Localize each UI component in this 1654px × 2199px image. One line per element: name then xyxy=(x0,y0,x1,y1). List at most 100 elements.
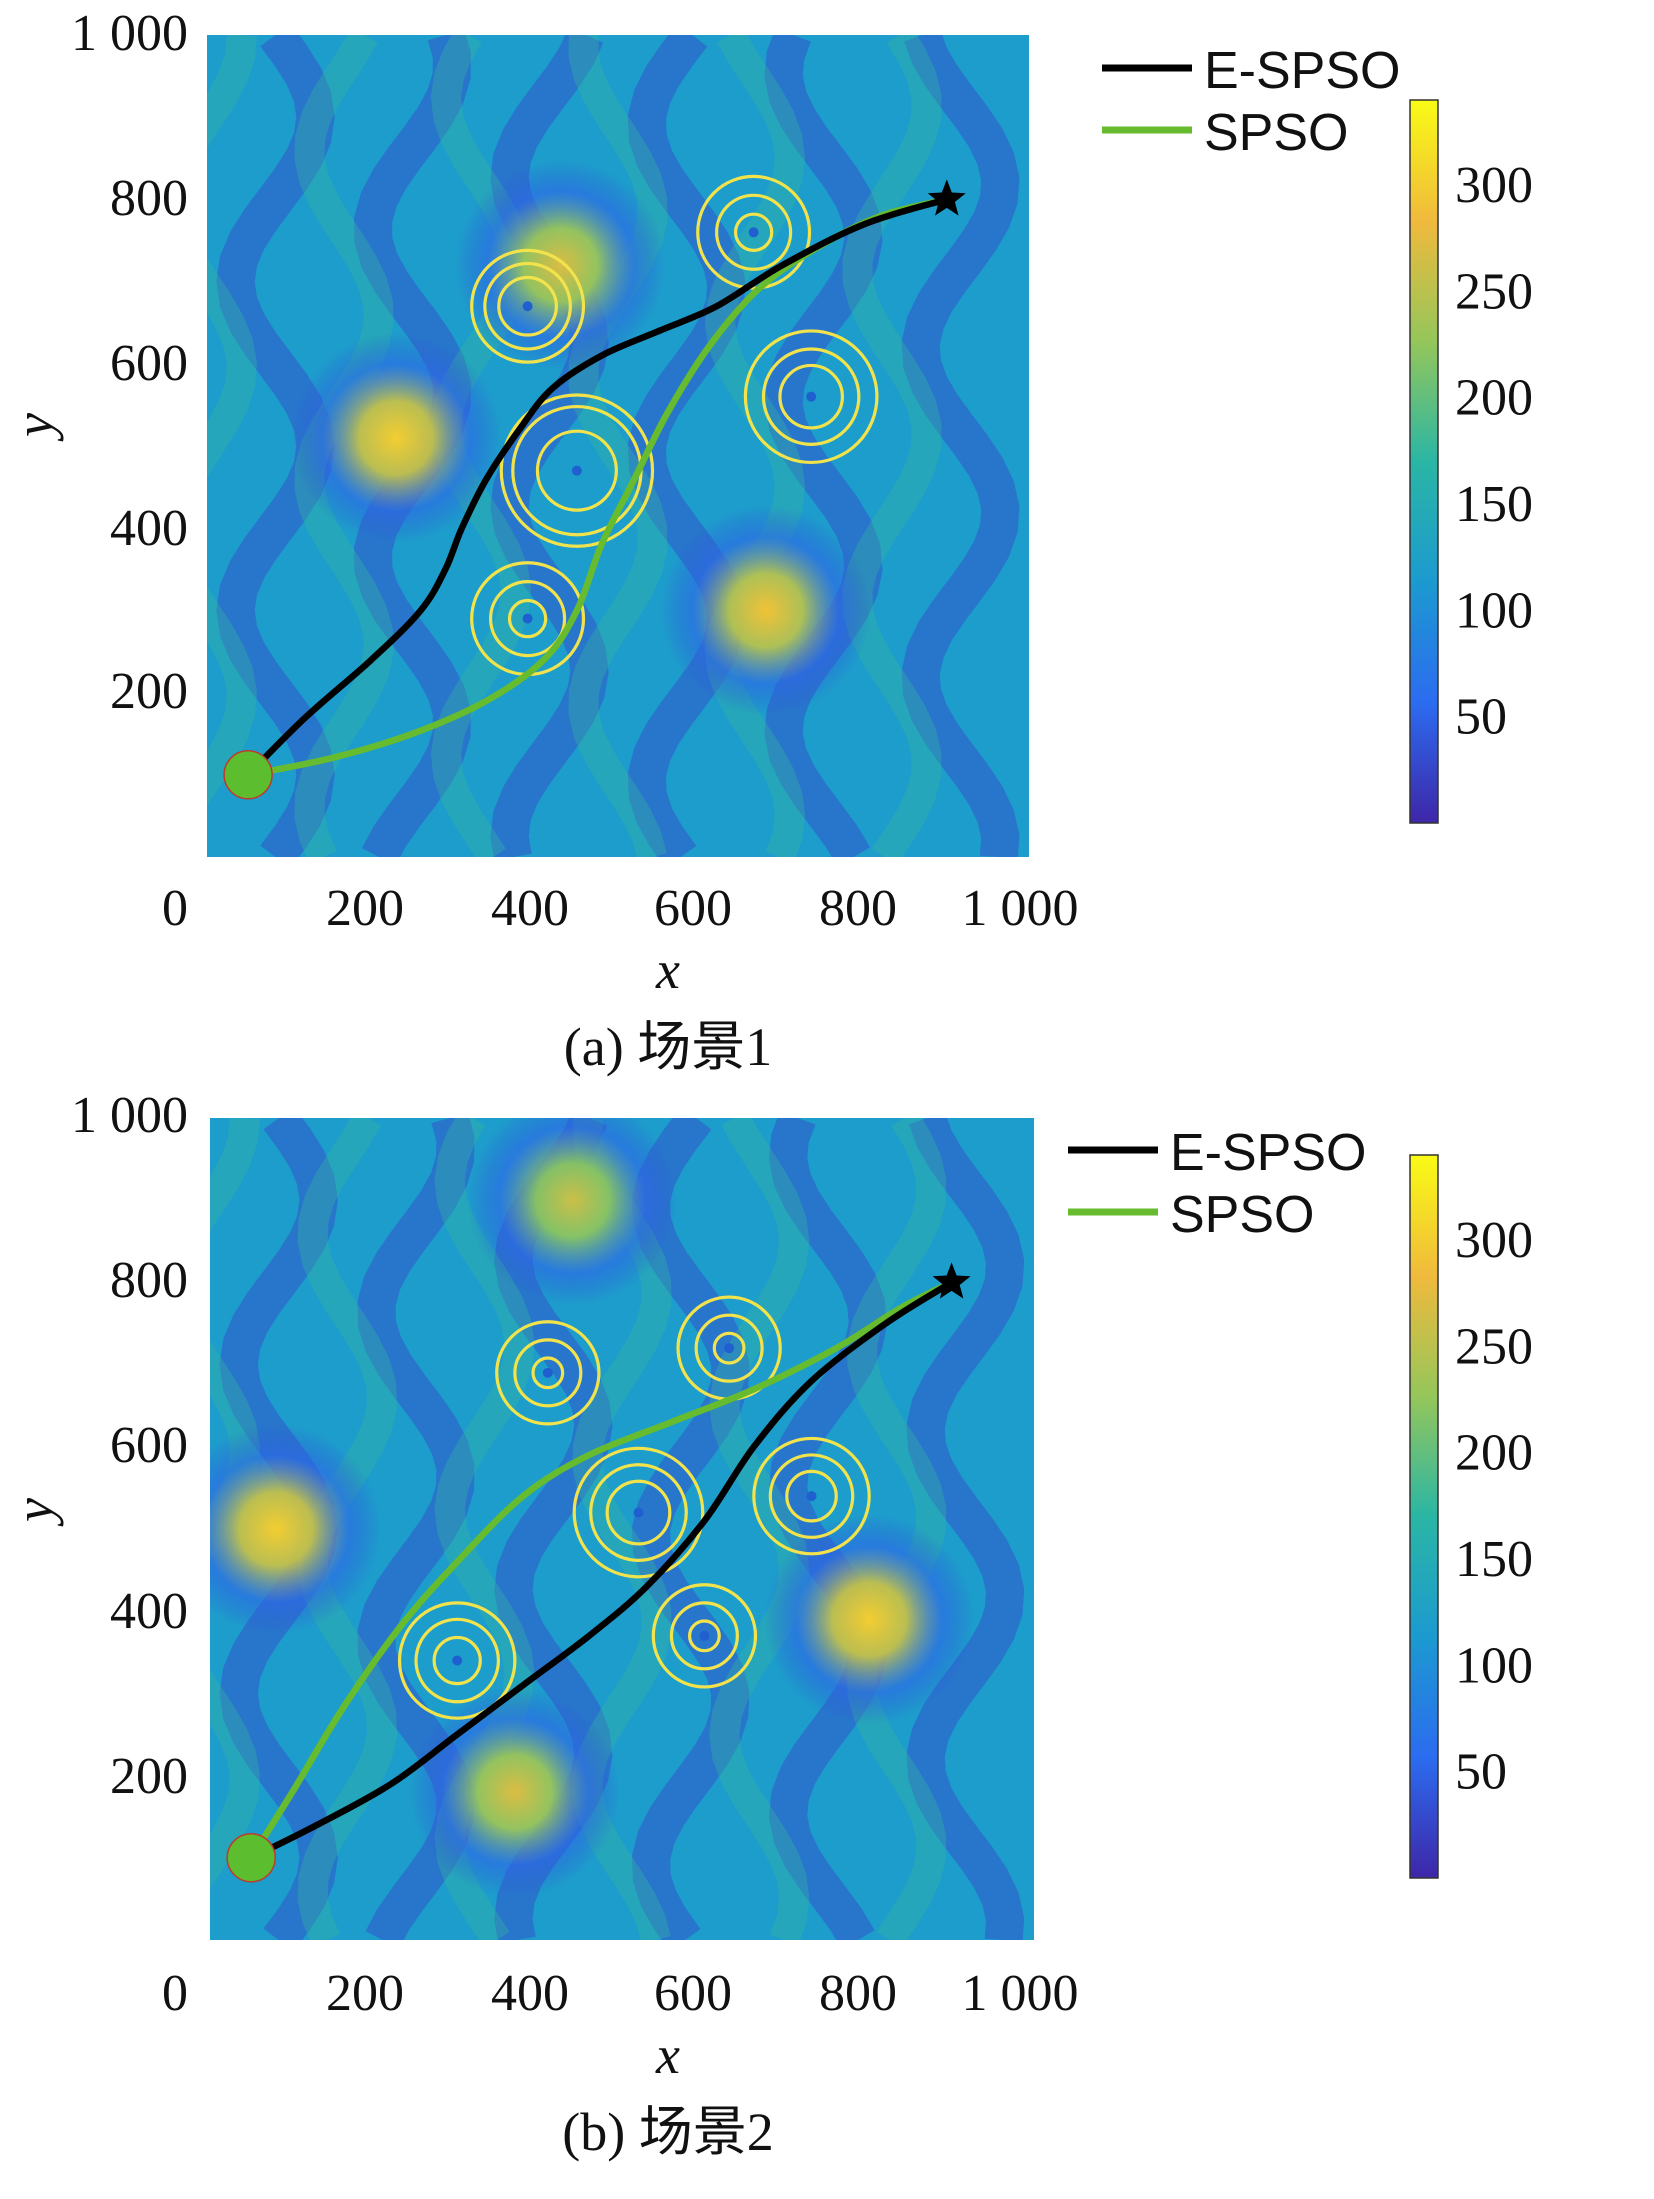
threat-ring xyxy=(495,1320,601,1426)
threat-zone xyxy=(397,1601,517,1720)
y-tick-label: 1 000 xyxy=(71,5,188,62)
colorbar-tick-label: 300 xyxy=(1455,1212,1533,1269)
colorbar: 50 100 150 200 250 300 xyxy=(1409,1154,1533,1879)
colorbar-tick-label: 100 xyxy=(1455,1637,1533,1694)
terrain-field xyxy=(207,35,1029,857)
threat-ring xyxy=(752,1436,871,1556)
y-axis: 200 400 600 800 1 000 y xyxy=(4,1087,188,1805)
colorbar-tick-label: 300 xyxy=(1455,157,1533,214)
y-tick-label: 800 xyxy=(110,1252,188,1309)
threat-center xyxy=(748,227,759,238)
terrain-ridge xyxy=(704,35,806,857)
terrain-ridge xyxy=(632,1118,750,1940)
goal-marker xyxy=(932,1262,971,1299)
threat-ring xyxy=(531,1356,565,1390)
legend-label-e-spso: E-SPSO xyxy=(1170,1124,1367,1182)
x-tick-label: 400 xyxy=(491,880,569,937)
threat-center xyxy=(724,1343,735,1354)
x-tick-label: 800 xyxy=(819,1965,897,2022)
terrain-peak xyxy=(409,1687,620,1898)
terrain-ridge xyxy=(906,1118,1025,1940)
colorbar-gradient xyxy=(1409,99,1439,824)
terrain-ridge xyxy=(568,35,668,857)
threat-center xyxy=(542,1367,553,1378)
panel-scene-1: 0 200 400 600 800 1 000 x 200 400 600 80… xyxy=(4,5,1533,1077)
goal-marker xyxy=(927,179,966,216)
y-tick-label: 200 xyxy=(110,1748,188,1805)
threat-ring xyxy=(414,1617,501,1704)
colorbar-tick-label: 250 xyxy=(1455,1318,1533,1375)
terrain-ridge xyxy=(709,1118,810,1940)
threat-ring xyxy=(669,1601,739,1671)
y-tick-label: 800 xyxy=(110,170,188,227)
panel-scene-2: 0 200 400 600 800 1 000 x 200 400 600 80… xyxy=(4,1087,1533,2162)
x-tick-label: 600 xyxy=(654,1965,732,2022)
threat-ring xyxy=(513,1338,583,1408)
threat-ring xyxy=(470,248,586,364)
colorbar-tick-label: 50 xyxy=(1455,689,1507,746)
threat-ring xyxy=(572,1446,705,1579)
threat-ring xyxy=(733,212,774,252)
y-axis-label: y xyxy=(4,1498,64,1527)
colorbar-gradient xyxy=(1409,1154,1439,1879)
threat-ring xyxy=(761,347,861,446)
legend: E-SPSO SPSO xyxy=(1068,1124,1367,1244)
threat-ring xyxy=(589,1463,688,1562)
x-tick-label: 400 xyxy=(491,1965,569,2022)
threat-ring xyxy=(696,174,812,290)
threat-ring xyxy=(651,1583,758,1689)
x-axis-label: x xyxy=(655,940,680,1000)
threat-ring xyxy=(507,598,548,639)
threat-ring xyxy=(535,429,618,512)
x-tick-label: 200 xyxy=(326,880,404,937)
terrain-ridge xyxy=(901,35,1020,857)
terrain-ridge xyxy=(207,35,258,807)
y-tick-label: 200 xyxy=(110,663,188,720)
threat-ring xyxy=(432,1635,482,1686)
threat-ring xyxy=(483,261,572,351)
x-axis: 0 200 400 600 800 1 000 x xyxy=(162,880,1079,1000)
legend: E-SPSO SPSO xyxy=(1102,42,1401,162)
legend-label-e-spso: E-SPSO xyxy=(1204,42,1401,100)
threat-center xyxy=(806,391,817,402)
threat-ring xyxy=(785,1469,838,1523)
threat-zone xyxy=(572,1446,705,1579)
threat-ring xyxy=(743,329,879,465)
threat-ring xyxy=(497,275,558,337)
colorbar-tick-label: 100 xyxy=(1455,582,1533,639)
terrain-ridge xyxy=(842,35,942,857)
colorbar: 50 100 150 200 250 300 xyxy=(1409,99,1533,824)
x-tick-label: 800 xyxy=(819,880,897,937)
start-marker xyxy=(226,1833,276,1883)
threat-ring xyxy=(768,1453,855,1539)
terrain-field xyxy=(210,1118,1034,1940)
terrain-ridge xyxy=(847,1118,947,1940)
threat-ring xyxy=(712,1331,746,1365)
x-tick-label: 0 xyxy=(162,880,188,937)
y-tick-label: 1 000 xyxy=(71,1087,188,1144)
threat-ring xyxy=(499,393,655,548)
series-line-spso xyxy=(247,1279,955,1862)
terrain-peak xyxy=(291,332,502,543)
colorbar-tick-label: 50 xyxy=(1455,1744,1507,1801)
series-line-e-spso xyxy=(244,196,951,779)
threat-center xyxy=(571,465,582,476)
threat-center xyxy=(633,1507,644,1518)
terrain-peak xyxy=(467,1118,678,1306)
threat-ring xyxy=(488,580,567,658)
legend-label-spso: SPSO xyxy=(1204,104,1349,162)
threat-zone xyxy=(696,174,812,290)
threat-ring xyxy=(715,193,793,271)
terrain-peak xyxy=(210,1424,381,1634)
threat-ring xyxy=(397,1601,517,1720)
y-axis-label: y xyxy=(4,413,64,442)
x-tick-label: 200 xyxy=(326,1965,404,2022)
threat-center xyxy=(699,1630,710,1641)
threat-ring xyxy=(605,1479,672,1546)
terrain-peak xyxy=(764,1514,975,1725)
y-tick-label: 600 xyxy=(110,335,188,392)
threat-zone xyxy=(470,248,586,364)
threat-ring xyxy=(687,1619,721,1653)
y-tick-label: 400 xyxy=(110,1583,188,1640)
